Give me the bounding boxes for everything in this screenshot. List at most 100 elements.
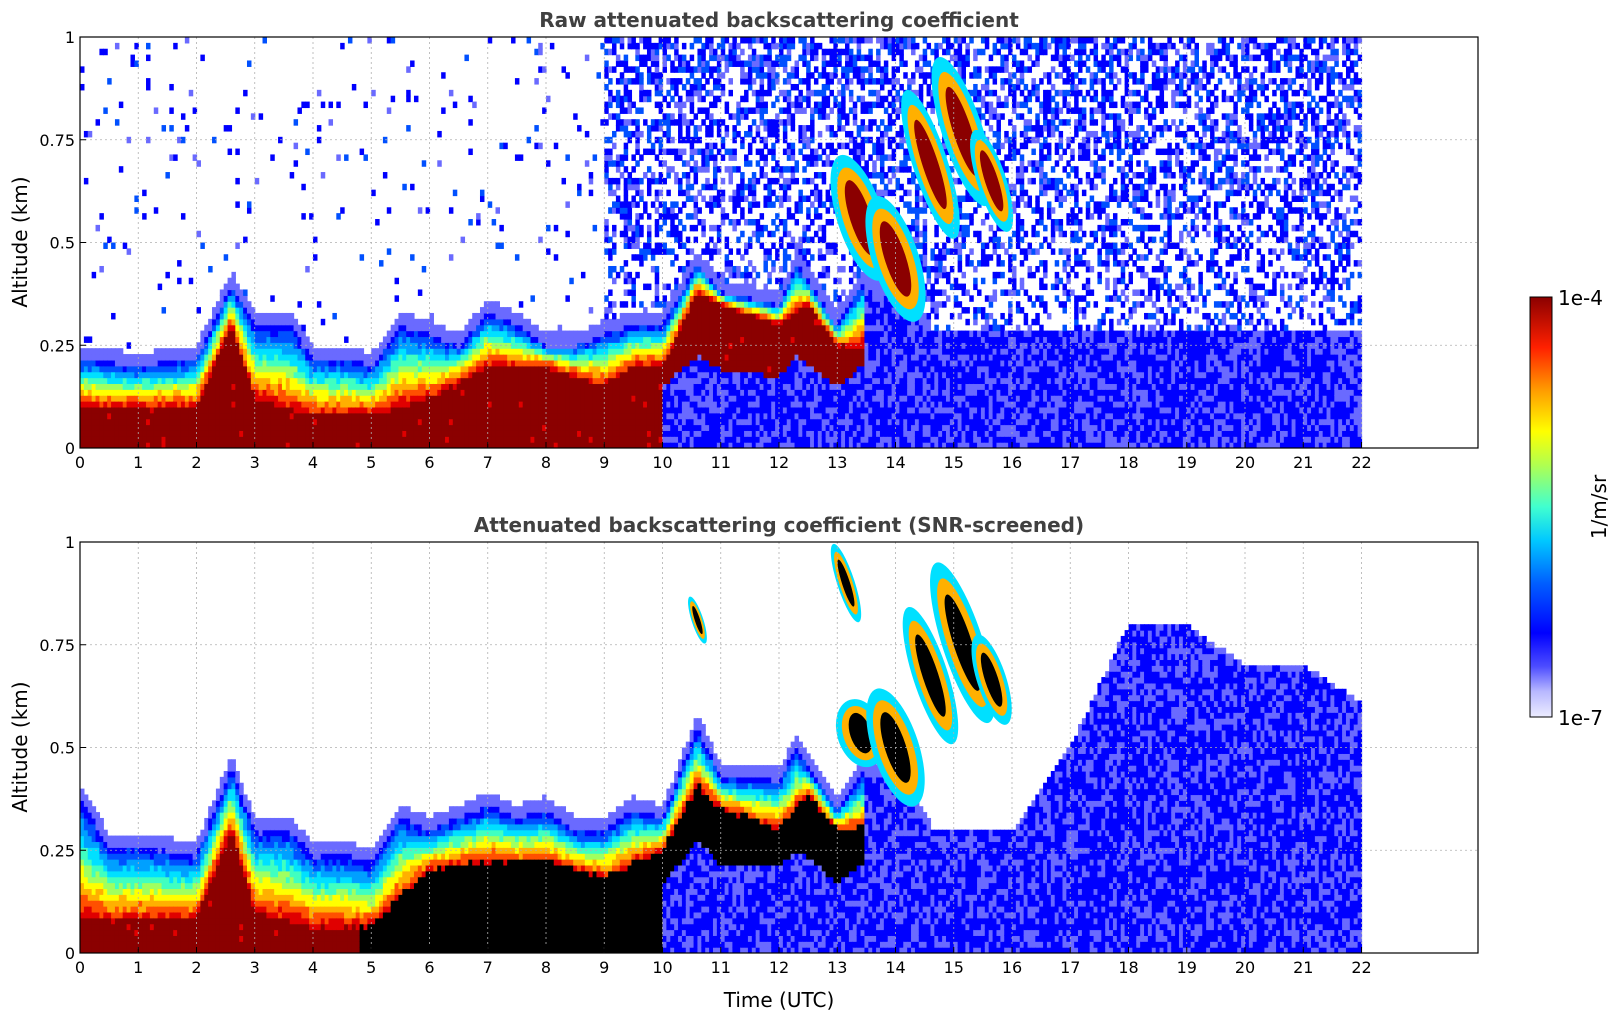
heatmap-cell — [503, 330, 508, 338]
heatmap-cell — [662, 60, 667, 67]
heatmap-cell — [390, 354, 396, 361]
heatmap-cell — [491, 348, 497, 355]
heatmap-cell — [316, 89, 322, 97]
heatmap-cell — [215, 389, 221, 396]
heatmap-cell — [441, 395, 446, 402]
heatmap-cell — [495, 401, 500, 408]
heatmap-cell — [126, 371, 132, 379]
heatmap-cell — [410, 389, 415, 396]
heatmap-cell — [212, 377, 217, 385]
heatmap-cell — [445, 424, 450, 431]
heatmap-cell — [705, 177, 710, 185]
heatmap-cell — [386, 395, 392, 402]
heatmap-cell — [643, 430, 648, 437]
heatmap-cell — [503, 430, 508, 437]
heatmap-cell — [615, 119, 621, 126]
heatmap-cell — [744, 78, 749, 85]
heatmap-cell — [417, 330, 423, 338]
heatmap-cell — [413, 406, 419, 414]
heatmap-cell — [161, 377, 167, 385]
heatmap-cell — [763, 295, 768, 302]
heatmap-cell — [670, 318, 675, 326]
heatmap-cell — [670, 136, 675, 144]
heatmap-cell — [192, 412, 198, 420]
heatmap-cell — [130, 436, 135, 443]
heatmap-cell — [511, 436, 516, 443]
heatmap-cell — [448, 336, 454, 343]
heatmap-cell — [192, 154, 198, 161]
heatmap-cell — [402, 183, 407, 191]
heatmap-cell — [604, 430, 609, 437]
heatmap-cell — [313, 348, 318, 355]
heatmap-cell — [546, 436, 551, 443]
heatmap-cell — [654, 219, 660, 226]
heatmap-cell — [650, 406, 656, 414]
heatmap-cell — [553, 418, 559, 426]
heatmap-cell — [705, 359, 710, 367]
heatmap-cell — [759, 318, 765, 326]
heatmap-cell — [460, 336, 466, 343]
heatmap-cell — [654, 271, 660, 279]
heatmap-cell — [448, 365, 454, 373]
heatmap-cell — [701, 271, 706, 279]
heatmap-cell — [701, 265, 706, 273]
heatmap-cell — [336, 401, 341, 408]
heatmap-cell — [157, 395, 163, 402]
heatmap-cell — [697, 395, 702, 402]
heatmap-cell — [662, 177, 667, 185]
heatmap-cell — [518, 406, 524, 414]
heatmap-cell — [270, 359, 275, 367]
heatmap-cell — [208, 359, 213, 367]
heatmap-cell — [604, 230, 609, 238]
heatmap-cell — [332, 412, 337, 420]
heatmap-cell — [584, 412, 590, 420]
heatmap-cell — [744, 295, 749, 302]
heatmap-cell — [514, 365, 520, 373]
heatmap-cell — [670, 389, 675, 396]
heatmap-cell — [755, 148, 761, 156]
heatmap-cell — [417, 365, 423, 373]
heatmap-cell — [196, 365, 201, 373]
heatmap-cell — [755, 72, 761, 79]
heatmap-cell — [219, 406, 225, 414]
heatmap-cell — [223, 371, 229, 379]
heatmap-cell — [654, 42, 660, 50]
heatmap-cell — [227, 336, 233, 343]
heatmap-cell — [177, 359, 182, 367]
heatmap-cell — [763, 412, 768, 420]
heatmap-cell — [522, 330, 528, 338]
heatmap-cell — [413, 336, 419, 343]
heatmap-cell — [701, 60, 706, 67]
heatmap-cell — [654, 401, 660, 408]
heatmap-cell — [740, 442, 745, 448]
heatmap-cell — [441, 389, 446, 396]
heatmap-cell — [693, 289, 699, 296]
heatmap-cell — [716, 42, 722, 50]
heatmap-cell — [219, 412, 225, 420]
heatmap-cell — [149, 418, 155, 426]
heatmap-cell — [165, 365, 170, 373]
heatmap-cell — [604, 359, 609, 367]
heatmap-cell — [751, 395, 757, 402]
heatmap-cell — [274, 418, 279, 426]
heatmap-cell — [631, 336, 636, 343]
heatmap-cell — [495, 330, 500, 338]
heatmap-cell — [534, 377, 539, 385]
heatmap-cell — [615, 37, 621, 44]
heatmap-cell — [608, 207, 613, 214]
heatmap-cell — [149, 412, 155, 420]
heatmap-cell — [328, 418, 334, 426]
heatmap-cell — [522, 430, 528, 437]
heatmap-cell — [685, 348, 691, 355]
heatmap-cell — [744, 89, 749, 97]
heatmap-cell — [122, 418, 128, 426]
heatmap-cell — [561, 177, 567, 185]
heatmap-cell — [246, 442, 252, 448]
heatmap-cell — [297, 418, 302, 426]
heatmap-cell — [165, 389, 170, 396]
heatmap-cell — [208, 401, 213, 408]
heatmap-cell — [169, 436, 174, 443]
heatmap-cell — [736, 318, 741, 326]
heatmap-cell — [747, 301, 753, 308]
heatmap-cell — [363, 383, 368, 390]
